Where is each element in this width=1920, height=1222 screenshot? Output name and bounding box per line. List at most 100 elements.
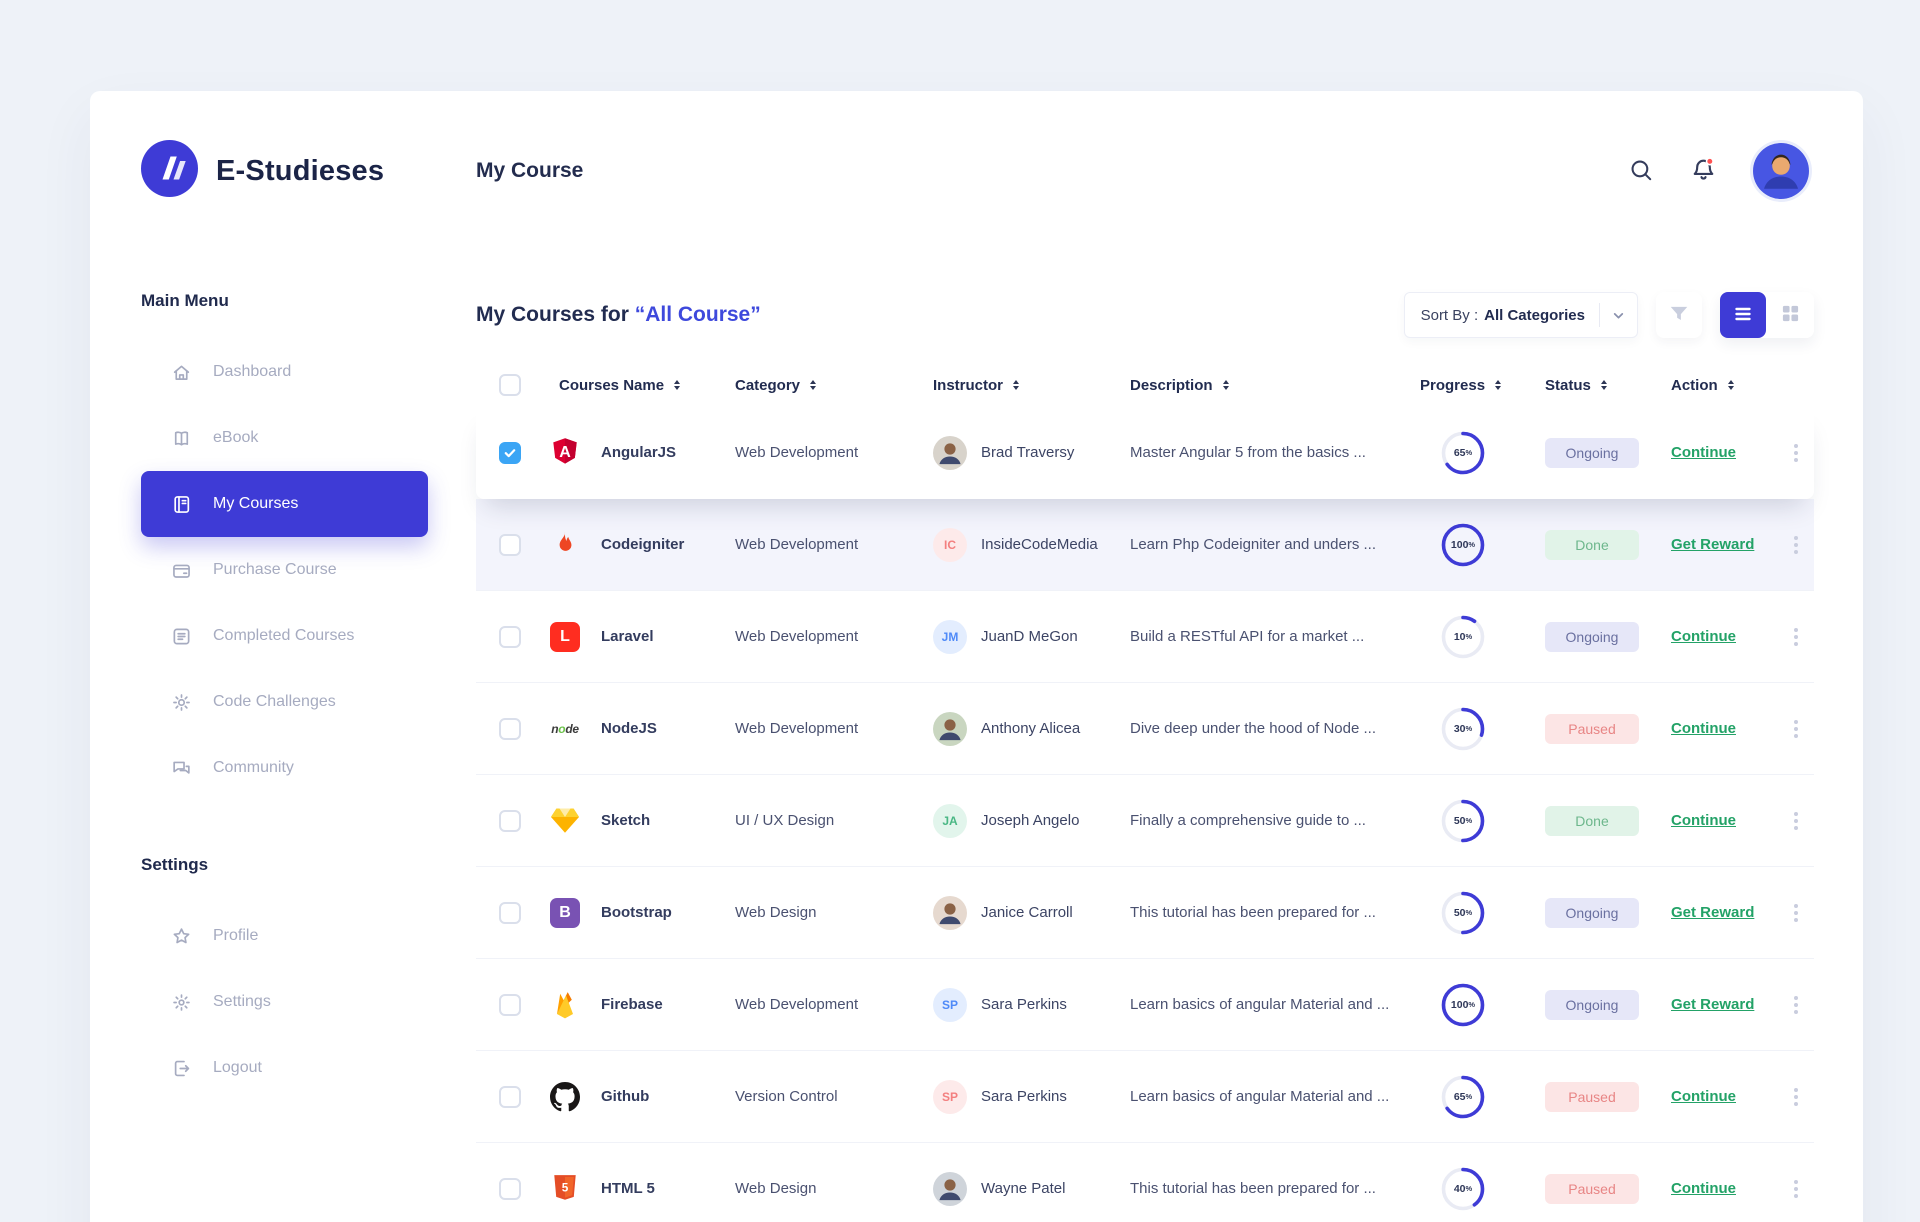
kebab-menu-icon[interactable] <box>1789 531 1803 559</box>
action-link[interactable]: Continue <box>1671 720 1736 737</box>
row-checkbox[interactable] <box>499 1085 521 1108</box>
column-header-action[interactable]: Action <box>1671 377 1789 394</box>
progress-value: 30% <box>1453 722 1473 735</box>
status-badge: Ongoing <box>1545 437 1639 468</box>
brand-name: E-Studieses <box>216 154 385 187</box>
progress-value: 50% <box>1453 906 1473 919</box>
action-link[interactable]: Get Reward <box>1671 996 1755 1013</box>
heading-highlight: “All Course” <box>634 303 761 326</box>
column-header-category[interactable]: Category <box>735 377 933 394</box>
sort-arrows-icon <box>1727 379 1734 391</box>
row-checkbox[interactable] <box>499 901 521 924</box>
course-name[interactable]: Codeigniter <box>601 536 685 553</box>
course-name[interactable]: AngularJS <box>601 444 677 461</box>
progress-value: 65% <box>1453 446 1473 459</box>
course-name[interactable]: Github <box>601 1088 650 1105</box>
column-header-courses_name[interactable]: Courses Name <box>544 377 735 394</box>
table-row[interactable]: Codeigniter Web Development IC InsideCodeMe… <box>476 499 1814 591</box>
sort-by-dropdown[interactable]: Sort By : All Categories <box>1403 292 1638 338</box>
filter-icon <box>1668 303 1690 328</box>
action-link[interactable]: Get Reward <box>1671 904 1755 921</box>
table-row[interactable]: Sketch UI / UX Design JA Joseph Angelo Final… <box>476 775 1814 867</box>
sidebar-item-ebook[interactable]: eBook <box>141 405 428 471</box>
row-checkbox[interactable] <box>499 625 521 648</box>
table-row[interactable]: 5 HTML 5 Web Design Wayne Patel This tutoria… <box>476 1143 1814 1222</box>
brand-logo-icon <box>141 140 198 202</box>
table-row[interactable]: B Bootstrap Web Design Janice Carroll This t… <box>476 867 1814 959</box>
filter-button[interactable] <box>1656 292 1702 338</box>
table-row[interactable]: A AngularJS Web Development Brad Traversy Ma… <box>476 407 1814 499</box>
kebab-menu-icon[interactable] <box>1789 899 1803 927</box>
search-button[interactable] <box>1628 157 1654 186</box>
sidebar-item-community[interactable]: Community <box>141 735 428 801</box>
kebab-menu-icon[interactable] <box>1789 807 1803 835</box>
sidebar-item-logout[interactable]: Logout <box>141 1035 428 1101</box>
kebab-menu-icon[interactable] <box>1789 439 1803 467</box>
instructor-initials-avatar: IC <box>933 527 967 562</box>
column-label: Category <box>735 376 801 394</box>
row-checkbox[interactable] <box>499 809 521 832</box>
header-actions <box>1628 143 1809 199</box>
table-row[interactable]: L Laravel Web Development JM JuanD MeGon Buil… <box>476 591 1814 683</box>
table-row[interactable]: node NodeJS Web Development Anthony Alicea D… <box>476 683 1814 775</box>
column-header-description[interactable]: Description <box>1130 377 1420 394</box>
kebab-menu-icon[interactable] <box>1789 991 1803 1019</box>
main-menu-label: Main Menu <box>141 291 229 310</box>
laravel-course-icon: L <box>548 620 582 654</box>
course-category: Web Development <box>735 536 859 553</box>
brand-logo[interactable]: E-Studieses <box>141 140 384 202</box>
main-content: My Courses for “All Course” Sort By : Al… <box>476 251 1814 1222</box>
course-name[interactable]: Laravel <box>601 628 654 645</box>
course-description: Build a RESTful API for a market ... <box>1130 628 1365 645</box>
row-checkbox[interactable] <box>499 717 521 740</box>
select-all-checkbox[interactable] <box>499 374 521 396</box>
action-link[interactable]: Continue <box>1671 1088 1736 1105</box>
action-link[interactable]: Get Reward <box>1671 536 1755 553</box>
course-category: UI / UX Design <box>735 812 835 829</box>
sidebar-item-label: My Courses <box>213 495 299 512</box>
course-name[interactable]: HTML 5 <box>601 1180 655 1197</box>
table-row[interactable]: Github Version Control SP Sara Perkins Learn… <box>476 1051 1814 1143</box>
row-checkbox[interactable] <box>499 533 521 556</box>
grid-view-button[interactable] <box>1766 292 1814 338</box>
course-name[interactable]: NodeJS <box>601 720 657 737</box>
notifications-button[interactable] <box>1690 156 1717 186</box>
sidebar-item-completed-courses[interactable]: Completed Courses <box>141 603 428 669</box>
sidebar-item-code-challenges[interactable]: Code Challenges <box>141 669 428 735</box>
app-header: E-Studieses My Course <box>90 91 1863 251</box>
html5-course-icon: 5 <box>548 1172 582 1206</box>
sidebar-item-dashboard[interactable]: Dashboard <box>141 339 428 405</box>
kebab-menu-icon[interactable] <box>1789 1083 1803 1111</box>
course-name[interactable]: Firebase <box>601 996 663 1013</box>
kebab-menu-icon[interactable] <box>1789 1175 1803 1203</box>
action-link[interactable]: Continue <box>1671 444 1736 461</box>
column-header-status[interactable]: Status <box>1545 377 1671 394</box>
column-header-progress[interactable]: Progress <box>1420 377 1545 394</box>
column-label: Instructor <box>933 376 1004 394</box>
table-header: Courses Name Category Instructor Descriptio… <box>476 363 1814 407</box>
instructor-initials-avatar: SP <box>933 1079 967 1114</box>
action-link[interactable]: Continue <box>1671 628 1736 645</box>
sort-arrows-icon <box>1495 379 1502 391</box>
sidebar-item-settings[interactable]: Settings <box>141 969 428 1035</box>
sidebar: Main Menu Dashboard eBook My Courses Purcha… <box>90 251 476 1101</box>
column-header-instructor[interactable]: Instructor <box>933 377 1130 394</box>
sidebar-item-profile[interactable]: Profile <box>141 903 428 969</box>
action-link[interactable]: Continue <box>1671 812 1736 829</box>
kebab-menu-icon[interactable] <box>1789 715 1803 743</box>
action-link[interactable]: Continue <box>1671 1180 1736 1197</box>
kebab-menu-icon[interactable] <box>1789 623 1803 651</box>
course-name[interactable]: Sketch <box>601 812 651 829</box>
sidebar-item-purchase-course[interactable]: Purchase Course <box>141 537 428 603</box>
list-view-button[interactable] <box>1720 292 1766 338</box>
home-icon <box>170 361 192 383</box>
sidebar-item-my-courses[interactable]: My Courses <box>141 471 428 537</box>
table-row[interactable]: Firebase Web Development SP Sara Perkins Lea… <box>476 959 1814 1051</box>
user-avatar[interactable] <box>1753 143 1809 199</box>
course-name[interactable]: Bootstrap <box>601 904 672 921</box>
view-toggle <box>1720 292 1814 338</box>
row-checkbox[interactable] <box>499 993 521 1016</box>
row-checkbox[interactable] <box>499 441 521 464</box>
row-checkbox[interactable] <box>499 1177 521 1200</box>
instructor-photo-avatar <box>933 895 967 930</box>
